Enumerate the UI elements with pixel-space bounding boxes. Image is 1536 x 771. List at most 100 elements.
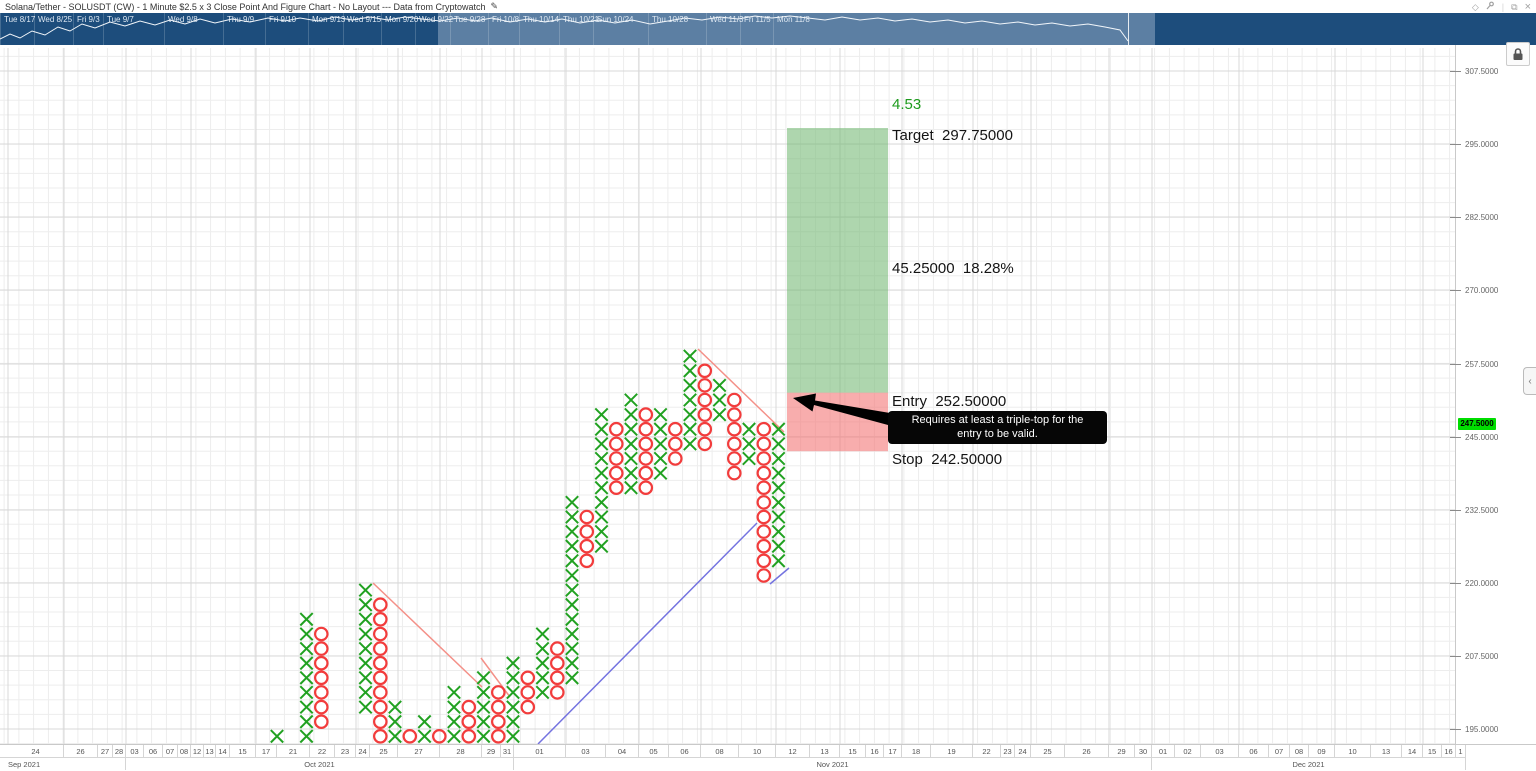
time-axis-day-cell: 15 (840, 745, 866, 757)
o-mark (313, 655, 329, 671)
o-mark (608, 436, 624, 452)
time-axis-day-cell: 13 (1371, 745, 1402, 757)
price-axis[interactable]: 307.5000 295.0000 282.5000 270.0000 257.5000… (1450, 42, 1536, 744)
time-axis-day-cell: 03 (1201, 745, 1239, 757)
x-mark (594, 539, 609, 554)
time-axis-day-cell: 14 (1402, 745, 1423, 757)
navigator-cursor (1128, 13, 1129, 45)
time-axis-day-cell: 07 (163, 745, 178, 757)
pin-icon[interactable] (1486, 1, 1495, 13)
o-mark (520, 670, 536, 686)
price-tick-label: 232.5000 (1465, 505, 1499, 515)
x-mark (565, 539, 579, 554)
pf-column-o (461, 699, 477, 744)
time-axis-day-cell: 24 (1015, 745, 1031, 757)
collapse-panel-button[interactable]: ‹ (1523, 367, 1536, 395)
time-axis-day-cell: 09 (1309, 745, 1335, 757)
target-zone[interactable] (787, 128, 888, 393)
lock-icon-glyph (1513, 47, 1523, 60)
trend-line-red[interactable] (697, 348, 785, 433)
o-mark (490, 714, 506, 729)
x-mark (358, 583, 373, 598)
pf-column-x (771, 422, 786, 568)
trend-line-blue[interactable] (537, 522, 758, 744)
pf-grid-major (0, 48, 1455, 744)
pf-column-o (431, 728, 447, 744)
x-mark (358, 670, 373, 685)
x-mark (771, 451, 786, 466)
o-mark (579, 538, 595, 554)
x-mark (683, 378, 697, 393)
price-tick-mark (1450, 71, 1461, 72)
x-mark (299, 656, 314, 671)
pf-column-x (388, 700, 402, 744)
o-mark (313, 685, 329, 700)
x-mark (299, 670, 314, 685)
time-axis-day-cell: 10 (1335, 745, 1371, 757)
x-mark (594, 451, 609, 466)
edit-title-icon[interactable]: ✎ (490, 1, 499, 11)
price-tick-label: 282.5000 (1465, 212, 1499, 222)
x-mark (594, 480, 609, 495)
price-tick-mark (1450, 656, 1461, 657)
pf-column-o (549, 641, 565, 700)
stop-price-label: Stop 242.50000 (892, 451, 1003, 468)
o-mark (372, 714, 388, 729)
o-mark (638, 465, 654, 481)
x-mark (594, 466, 609, 481)
x-mark (624, 393, 638, 407)
x-mark (712, 407, 727, 422)
time-axis-month-cell: Oct 2021 (126, 758, 514, 770)
x-mark (712, 393, 727, 407)
note-tooltip: Requires at least a triple-top for the e… (888, 411, 1107, 444)
time-axis-day-cell: 07 (1269, 745, 1290, 757)
o-mark (726, 407, 742, 422)
time-axis[interactable]: 24 26 27 28 03 06 07 08 12 13 14 15 17 21 22 23 24 25 27 28… (0, 744, 1536, 770)
x-mark (506, 685, 520, 700)
price-tick-label: 245.0000 (1465, 432, 1499, 442)
pf-columns (270, 349, 786, 744)
close-window-icon[interactable]: × (1524, 0, 1531, 13)
point-and-figure-chart[interactable] (0, 0, 1455, 744)
risk-reward-overlay[interactable] (787, 128, 888, 452)
price-tick-label: 257.5000 (1465, 359, 1499, 369)
pf-column-o (313, 626, 329, 729)
trend-line-red[interactable] (372, 582, 483, 688)
x-mark (565, 641, 579, 656)
o-mark (697, 407, 713, 422)
x-mark (683, 407, 697, 422)
price-tick-label: 295.0000 (1465, 139, 1499, 149)
o-mark (372, 670, 388, 686)
time-axis-day-cell: 03 (566, 745, 606, 757)
price-tick-mark (1450, 729, 1461, 730)
layout-diamond-icon[interactable]: ◇ (1471, 1, 1479, 12)
timeline-navigator[interactable]: Tue 8/17 Wed 8/25 Fri 9/3 Tue 9/7 Wed 9/8 Thu… (0, 13, 1536, 45)
annotation-arrow[interactable] (793, 393, 890, 426)
time-axis-day-cell: 29 (1109, 745, 1135, 757)
price-tick-mark (1450, 144, 1461, 145)
x-mark (683, 436, 697, 451)
o-mark (313, 641, 329, 656)
x-mark (299, 641, 314, 656)
price-tick-mark (1450, 583, 1461, 584)
o-mark (372, 626, 388, 642)
time-axis-day-cell: 1 (1456, 745, 1466, 757)
trend-line-blue[interactable] (769, 567, 790, 585)
x-mark (535, 627, 550, 641)
time-axis-day-cell: 14 (216, 745, 230, 757)
chart-area[interactable]: 4.53 Target 297.75000 45.25000 18.28% En… (0, 0, 1455, 744)
x-mark (565, 656, 579, 671)
x-mark (388, 700, 402, 715)
pf-column-x (742, 422, 756, 466)
title-bar: Solana/Tether - SOLUSDT (CW) - 1 Minute … (0, 0, 1536, 13)
x-mark (624, 451, 638, 466)
o-mark (667, 436, 683, 452)
x-mark (476, 685, 491, 700)
o-mark (461, 714, 477, 729)
time-axis-day-cell: 15 (230, 745, 256, 757)
time-axis-day-cell: 05 (639, 745, 669, 757)
restore-window-icon[interactable]: ⧉ (1511, 1, 1518, 12)
o-mark (756, 538, 772, 554)
lock-icon[interactable] (1506, 42, 1530, 66)
time-axis-day-cell: 17 (884, 745, 902, 757)
